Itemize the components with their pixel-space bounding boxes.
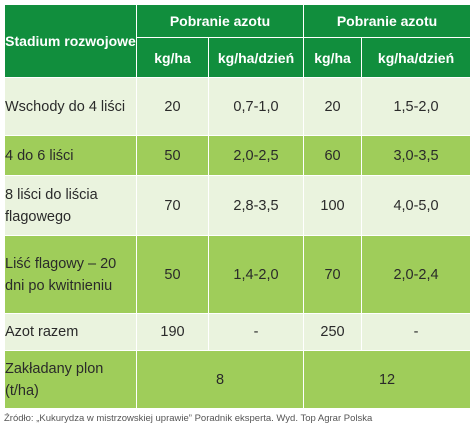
nitrogen-uptake-group-header-2: Pobranie azotu [303, 4, 472, 38]
uptake-kg-ha-day-cell: 4,0-5,0 [361, 175, 472, 236]
stage-cell: Azot razem [4, 313, 137, 351]
yield-value-cell: 12 [303, 350, 472, 409]
header-row-1: Stadium rozwojowe Pobranie azotu Pobrani… [4, 4, 472, 78]
uptake-kg-ha-cell: 250 [303, 313, 363, 351]
uptake-kg-ha-day-cell: 2,0-2,4 [361, 235, 472, 314]
stage-cell: Zakładany plon (t/ha) [4, 350, 137, 409]
uptake-kg-ha-cell: 70 [136, 175, 209, 236]
uptake-kg-ha-day-cell: 1,5-2,0 [361, 77, 472, 136]
nitrogen-uptake-group-header-1: Pobranie azotu [135, 4, 305, 38]
uptake-kg-ha-day-cell: 0,7-1,0 [207, 77, 305, 136]
stage-cell: Wschody do 4 liści [4, 77, 137, 136]
uptake-kg-ha-cell: 20 [303, 77, 363, 136]
table-row: Wschody do 4 liści 20 0,7-1,0 20 1,5-2,0 [4, 77, 472, 136]
stage-cell: 4 do 6 liści [4, 135, 137, 176]
yield-value-cell: 8 [135, 350, 305, 409]
table-row: Liść flagowy – 20 dni po kwitnieniu 50 1… [4, 235, 472, 314]
table-row: 8 liści do liścia flagowego 70 2,8-3,5 1… [4, 175, 472, 236]
uptake-kg-ha-cell: 190 [136, 313, 209, 351]
uptake-kg-ha-cell: 50 [136, 135, 209, 176]
uptake-kg-ha-cell: 60 [303, 135, 363, 176]
uptake-kg-ha-day-cell: 3,0-3,5 [361, 135, 472, 176]
stage-cell: Liść flagowy – 20 dni po kwitnieniu [4, 235, 137, 314]
header-row-2: kg/ha kg/ha/dzień kg/ha kg/ha/dzień [5, 37, 472, 78]
unit-header-kg-ha-day-1: kg/ha/dzień [207, 37, 305, 78]
unit-header-kg-ha-2: kg/ha [303, 37, 363, 78]
table-row-yield: Zakładany plon (t/ha) 8 12 [4, 350, 472, 409]
source-caption: Źródło: „Kukurydza w mistrzowskiej upraw… [4, 413, 373, 424]
uptake-kg-ha-cell: 50 [136, 235, 209, 314]
table-row-total: Azot razem 190 - 250 - [4, 313, 472, 351]
uptake-kg-ha-cell: 70 [303, 235, 363, 314]
uptake-kg-ha-day-cell: 2,0-2,5 [207, 135, 305, 176]
uptake-kg-ha-cell: 20 [136, 77, 209, 136]
uptake-kg-ha-day-cell: 1,4-2,0 [207, 235, 305, 314]
stage-column-header: Stadium rozwojowe [4, 4, 137, 78]
stage-cell: 8 liści do liścia flagowego [4, 175, 137, 236]
uptake-kg-ha-day-cell: 2,8-3,5 [207, 175, 305, 236]
uptake-kg-ha-day-cell: - [207, 313, 305, 351]
unit-header-kg-ha-day-2: kg/ha/dzień [361, 37, 472, 78]
unit-header-kg-ha-1: kg/ha [136, 37, 209, 78]
nitrogen-uptake-table: Stadium rozwojowe Pobranie azotu Pobrani… [4, 4, 472, 409]
uptake-kg-ha-cell: 100 [303, 175, 363, 236]
uptake-kg-ha-day-cell: - [361, 313, 472, 351]
table-row: 4 do 6 liści 50 2,0-2,5 60 3,0-3,5 [4, 135, 472, 176]
